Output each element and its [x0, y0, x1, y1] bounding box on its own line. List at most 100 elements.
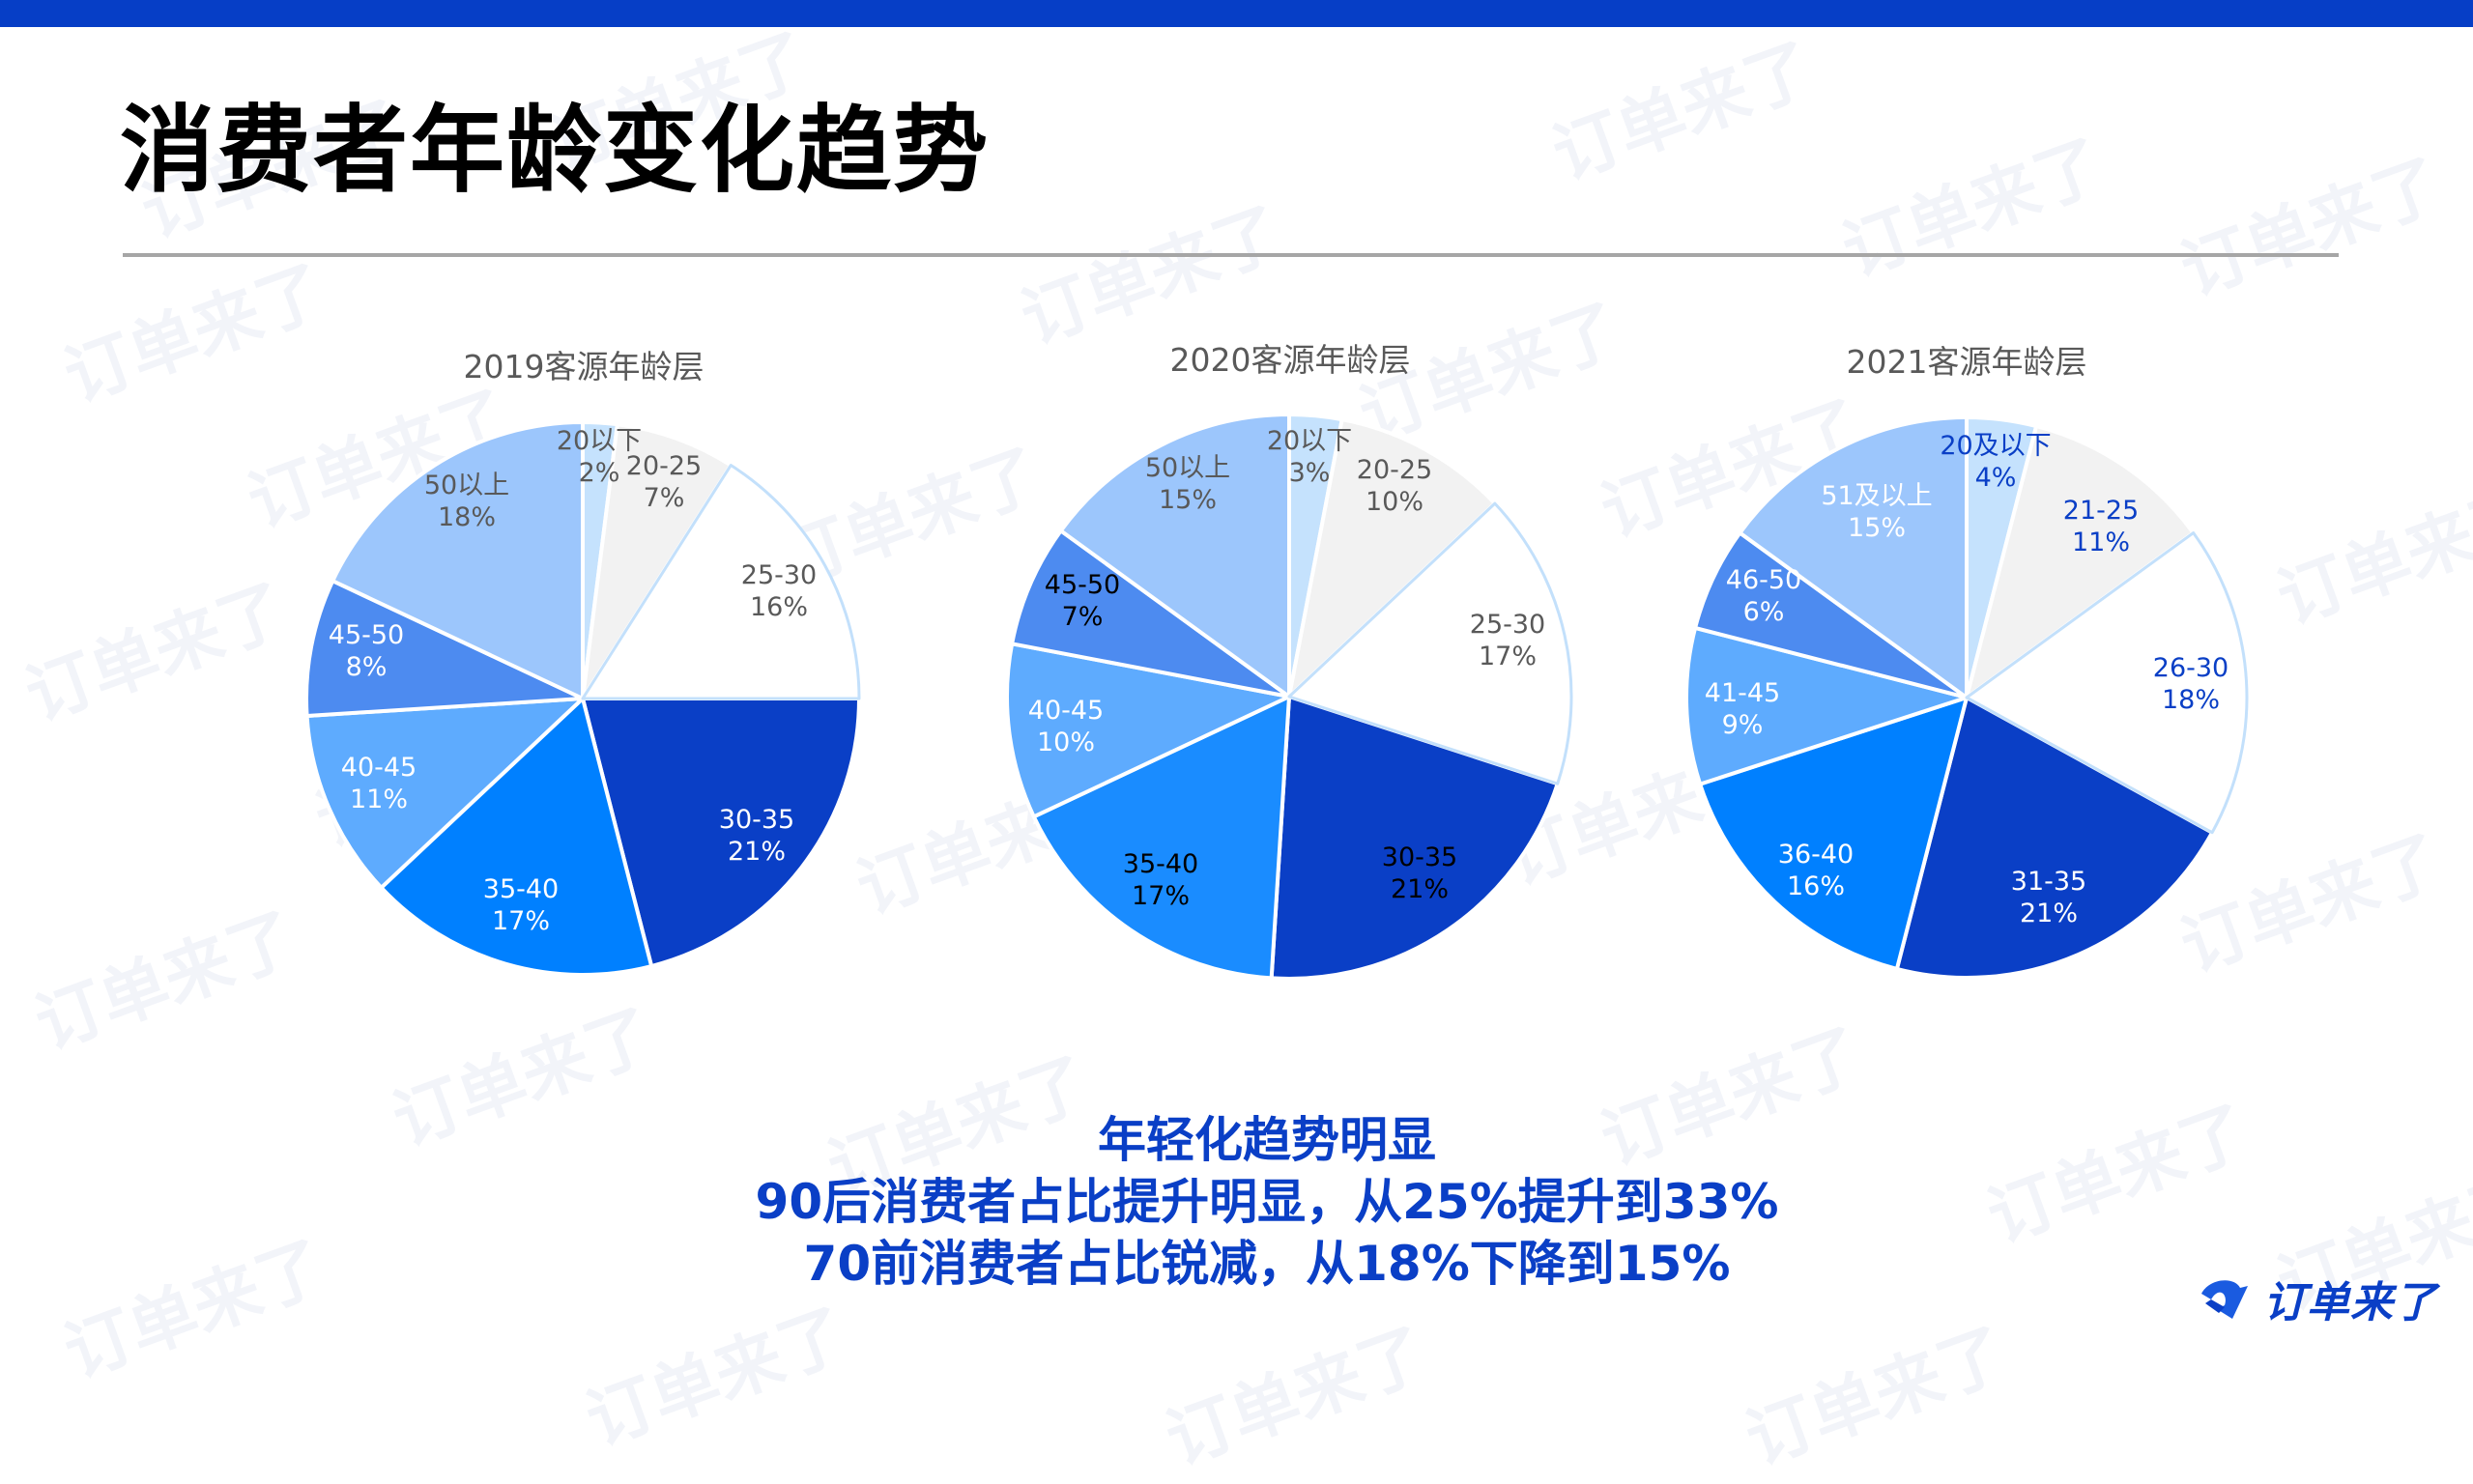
slice-label: 45-50 8%	[329, 619, 404, 683]
slice-label: 25-30 16%	[741, 559, 817, 623]
pie-charts: 2019客源年龄层 20以下 2% 20-25 7% 25-30 16% 30-35 21% 35…	[304, 341, 2249, 981]
slice-percent: 21%	[2019, 899, 2078, 928]
slice-category: 45-50	[328, 620, 405, 650]
slice-category: 40-45	[1027, 696, 1105, 726]
pie-slice	[1058, 413, 1291, 699]
pie-slice	[1965, 424, 2196, 699]
slice-category: 20-25	[1356, 455, 1433, 485]
slice-category: 36-40	[1777, 840, 1855, 870]
slice-percent: 8%	[345, 652, 388, 682]
slice-percent: 6%	[1742, 597, 1785, 627]
slice-category: 31-35	[2010, 867, 2087, 897]
pie-slice	[1965, 531, 2249, 835]
pie-slice	[1031, 695, 1291, 981]
title-divider	[123, 253, 2339, 257]
slice-label: 50以上 15%	[1145, 452, 1230, 516]
slice-label: 25-30 17%	[1470, 609, 1545, 672]
slice-category: 51及以上	[1821, 481, 1933, 511]
pie-slice	[331, 420, 585, 700]
pie-slice	[1894, 696, 2215, 980]
pie-chart-1	[1005, 413, 1573, 981]
slice-label: 40-45 11%	[341, 752, 417, 815]
pie-slice	[1010, 528, 1291, 699]
summary-headline: 年轻化趋势明显	[1098, 1112, 1436, 1168]
slice-label: 20以下 3%	[1267, 425, 1352, 489]
slice-category: 50以上	[1144, 453, 1231, 483]
summary-line-70s: 70前消费者占比锐减，从18%下降到15%	[803, 1236, 1731, 1292]
pie-slice	[304, 697, 585, 890]
slice-label: 50以上 18%	[424, 470, 509, 533]
pie-slice	[1005, 642, 1291, 819]
pie-chart-2	[1684, 415, 2249, 980]
pie-chart-canvas	[304, 413, 2249, 981]
slice-percent: 11%	[2071, 528, 2130, 557]
pie-slice	[1738, 415, 1969, 699]
chart-title: 2020客源年龄层	[1169, 341, 1411, 379]
top-accent-bar	[0, 0, 2473, 27]
slice-label: 45-50 7%	[1045, 569, 1120, 633]
slice-label: 30-35 21%	[1382, 842, 1457, 905]
slice-percent: 15%	[1158, 485, 1218, 515]
slice-percent: 16%	[749, 592, 808, 622]
brand-logo: 订单来了	[2196, 1271, 2457, 1327]
slice-percent: 9%	[1721, 710, 1764, 740]
slice-label: 20-25 10%	[1357, 454, 1432, 518]
slice-category: 25-30	[1469, 610, 1546, 640]
slice-category: 25-30	[740, 560, 818, 590]
slice-percent: 4%	[1974, 463, 2017, 493]
slice-percent: 17%	[491, 906, 550, 936]
slice-label: 51及以上 15%	[1821, 480, 1932, 544]
slice-label: 36-40 16%	[1778, 839, 1854, 902]
slice-category: 30-35	[1381, 842, 1458, 872]
slice-label: 30-35 21%	[719, 804, 794, 868]
slice-category: 30-35	[718, 805, 795, 835]
slice-percent: 2%	[578, 458, 620, 488]
slice-label: 35-40 17%	[1123, 848, 1198, 912]
slice-label: 35-40 17%	[483, 873, 559, 937]
pie-slice	[581, 422, 733, 700]
slice-percent: 17%	[1478, 642, 1537, 671]
brand-check-icon	[2201, 1280, 2248, 1319]
brand-logo-text: 订单来了	[2263, 1278, 2437, 1327]
chart-title: 2019客源年龄层	[463, 348, 705, 385]
slice-percent: 18%	[2161, 685, 2220, 715]
slice-category: 41-45	[1704, 678, 1781, 708]
pie-slice	[1287, 501, 1573, 785]
slice-label: 40-45 10%	[1028, 695, 1104, 758]
slice-percent: 15%	[1847, 513, 1907, 543]
slice-category: 20-25	[625, 451, 703, 481]
slice-category: 20以下	[556, 426, 643, 456]
slice-label: 26-30 18%	[2153, 652, 2229, 716]
slice-percent: 16%	[1786, 871, 1845, 901]
summary-text: 年轻化趋势明显 90后消费者占比提升明显，从25%提升到33% 70前消费者占比…	[0, 1109, 2473, 1295]
slice-percent: 10%	[1365, 487, 1423, 517]
slice-percent: 17%	[1131, 881, 1190, 911]
slice-label: 31-35 21%	[2011, 866, 2086, 929]
pie-chart-0	[304, 420, 861, 977]
pie-slice	[1269, 695, 1560, 981]
pie-slice	[1698, 696, 1969, 971]
slice-label: 46-50 6%	[1726, 564, 1801, 628]
slice-label: 20-25 7%	[626, 450, 702, 514]
slice-label: 41-45 9%	[1705, 677, 1780, 741]
slice-label: 20及以下 4%	[1940, 430, 2051, 494]
slice-label: 21-25 11%	[2063, 495, 2139, 558]
slice-percent: 7%	[1061, 602, 1104, 632]
slice-category: 50以上	[423, 471, 510, 500]
slice-category: 20以下	[1266, 426, 1353, 456]
pie-slice	[1287, 417, 1497, 699]
slice-percent: 21%	[727, 837, 786, 867]
slice-category: 20及以下	[1940, 431, 2052, 461]
slice-category: 35-40	[1122, 849, 1199, 879]
pie-slice	[581, 464, 861, 700]
chart-title: 2021客源年龄层	[1846, 343, 2087, 381]
slice-category: 46-50	[1725, 565, 1802, 595]
slice-percent: 7%	[643, 483, 685, 513]
slice-percent: 18%	[437, 502, 497, 532]
slice-label: 20以下 2%	[557, 425, 642, 489]
slice-category: 35-40	[482, 874, 560, 904]
slice-category: 40-45	[340, 753, 417, 783]
page-title: 消费者年龄变化趋势	[120, 96, 991, 206]
pie-slice	[581, 697, 861, 969]
summary-line-90s: 90后消费者占比提升明显，从25%提升到33%	[755, 1174, 1779, 1230]
